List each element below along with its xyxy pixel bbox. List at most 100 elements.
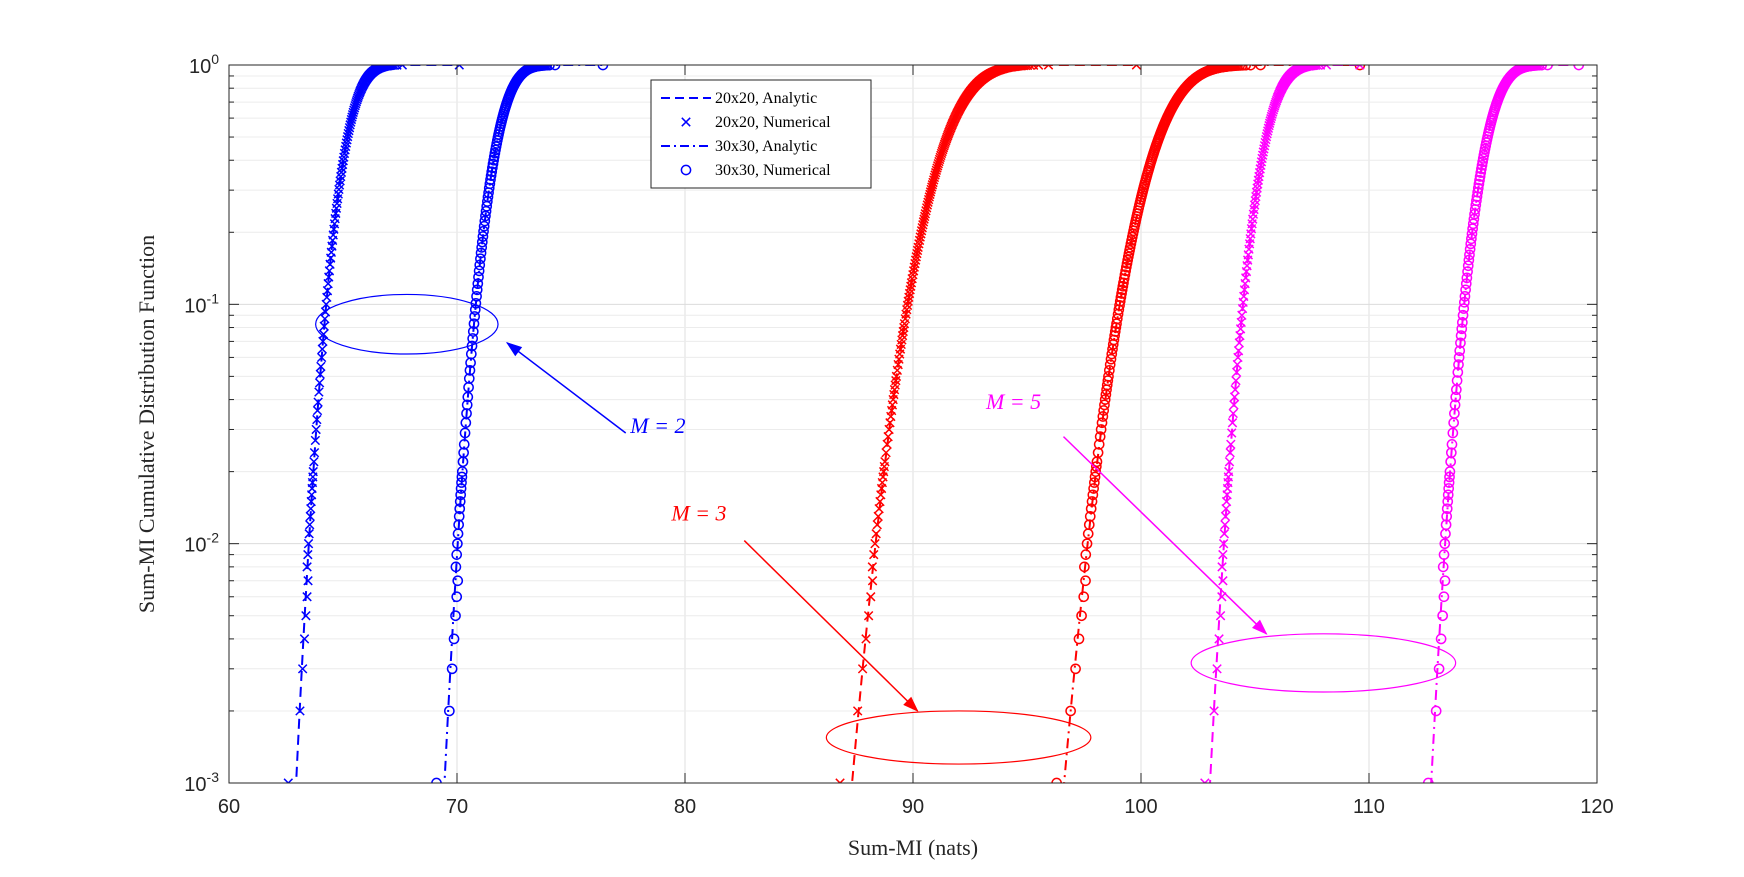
o-marker: [451, 549, 463, 560]
o-marker: [1076, 610, 1087, 622]
o-marker: [453, 519, 464, 531]
x-marker: [917, 222, 927, 233]
o-marker: [1078, 591, 1090, 603]
x-marker: [835, 778, 845, 783]
x-marker: [921, 206, 931, 216]
o-marker: [473, 271, 484, 283]
x-marker: [314, 378, 325, 388]
x-marker: [313, 397, 323, 407]
o-marker: [1450, 391, 1462, 403]
annotation-label: M = 5: [985, 389, 1041, 414]
o-marker: [467, 333, 479, 344]
x-marker: [881, 447, 891, 458]
o-marker: [1437, 561, 1449, 573]
x-marker: [312, 405, 323, 416]
o-marker: [1080, 549, 1092, 560]
o-marker: [452, 575, 464, 587]
o-marker: [485, 170, 497, 181]
o-marker: [485, 174, 496, 185]
x-marker: [904, 288, 915, 299]
x-marker: [1215, 610, 1226, 621]
y-tick-label: 10-1: [184, 290, 219, 317]
o-marker: [1456, 323, 1468, 335]
o-marker: [484, 178, 496, 190]
annotation-arrow-head: [1252, 619, 1268, 635]
o-marker: [450, 561, 462, 573]
o-marker: [1089, 471, 1101, 483]
x-marker: [306, 503, 316, 514]
o-marker: [458, 447, 469, 459]
x-marker: [899, 322, 909, 333]
x-marker: [303, 538, 314, 549]
o-marker: [1090, 461, 1102, 472]
o-marker: [1475, 167, 1487, 178]
x-marker: [1227, 418, 1238, 428]
x-marker: [337, 163, 347, 174]
o-marker: [476, 242, 488, 253]
o-marker: [1457, 317, 1468, 328]
o-marker: [1445, 447, 1457, 459]
x-marker: [318, 329, 329, 339]
o-marker: [467, 326, 479, 337]
o-marker: [486, 166, 498, 178]
x-marker: [1229, 400, 1239, 410]
o-marker: [1099, 399, 1110, 411]
o-marker: [1439, 575, 1451, 587]
x-marker: [1224, 466, 1234, 477]
x-marker: [908, 266, 919, 276]
x-marker: [319, 321, 329, 331]
o-marker: [1099, 394, 1111, 405]
x-marker: [338, 156, 348, 166]
o-marker: [1097, 411, 1109, 422]
x-marker: [303, 576, 313, 586]
legend-entry-2: 30x30, Analytic: [661, 138, 817, 155]
x-marker: [866, 592, 876, 602]
o-marker: [1088, 483, 1099, 494]
x-marker: [312, 414, 322, 425]
o-marker: [431, 777, 442, 783]
x-tick-label: 90: [902, 796, 924, 818]
o-marker: [1461, 272, 1473, 284]
o-marker: [1430, 705, 1442, 717]
series-layer: [283, 65, 1585, 783]
o-marker: [459, 427, 471, 439]
o-marker: [1095, 424, 1107, 435]
o-marker: [456, 466, 468, 477]
o-marker: [1449, 399, 1461, 411]
x-marker: [1253, 179, 1263, 189]
x-marker: [863, 610, 874, 621]
o-marker: [1446, 438, 1458, 450]
x-tick-label: 60: [218, 796, 240, 818]
o-marker: [1464, 249, 1475, 261]
annotation-arrow-shaft: [1062, 436, 1267, 635]
o-marker: [446, 663, 458, 675]
o-marker: [455, 483, 467, 494]
x-marker: [921, 203, 932, 213]
axis-ticks: [228, 64, 1598, 784]
o-marker: [1447, 427, 1459, 439]
o-marker: [1115, 291, 1127, 303]
x-marker: [1226, 428, 1237, 438]
x-marker: [317, 344, 328, 354]
o-marker: [456, 477, 467, 488]
annotation-label: M = 3: [670, 500, 726, 525]
x-marker: [295, 706, 305, 716]
o-marker: [1444, 471, 1455, 483]
o-marker: [1433, 663, 1445, 675]
annotation-ellipse: [1190, 633, 1457, 693]
o-marker: [468, 318, 480, 330]
o-marker: [1118, 277, 1129, 289]
x-marker: [1220, 511, 1231, 522]
o-marker: [1444, 466, 1456, 477]
o-marker: [1114, 300, 1125, 311]
x-marker: [301, 610, 311, 621]
x-marker: [303, 549, 313, 560]
o-marker: [473, 265, 485, 277]
o-marker: [448, 633, 460, 645]
o-marker: [454, 503, 466, 515]
o-marker: [1081, 538, 1093, 550]
o-marker: [1443, 477, 1455, 488]
y-tick-label: 10-2: [184, 530, 219, 557]
o-marker: [471, 284, 483, 296]
